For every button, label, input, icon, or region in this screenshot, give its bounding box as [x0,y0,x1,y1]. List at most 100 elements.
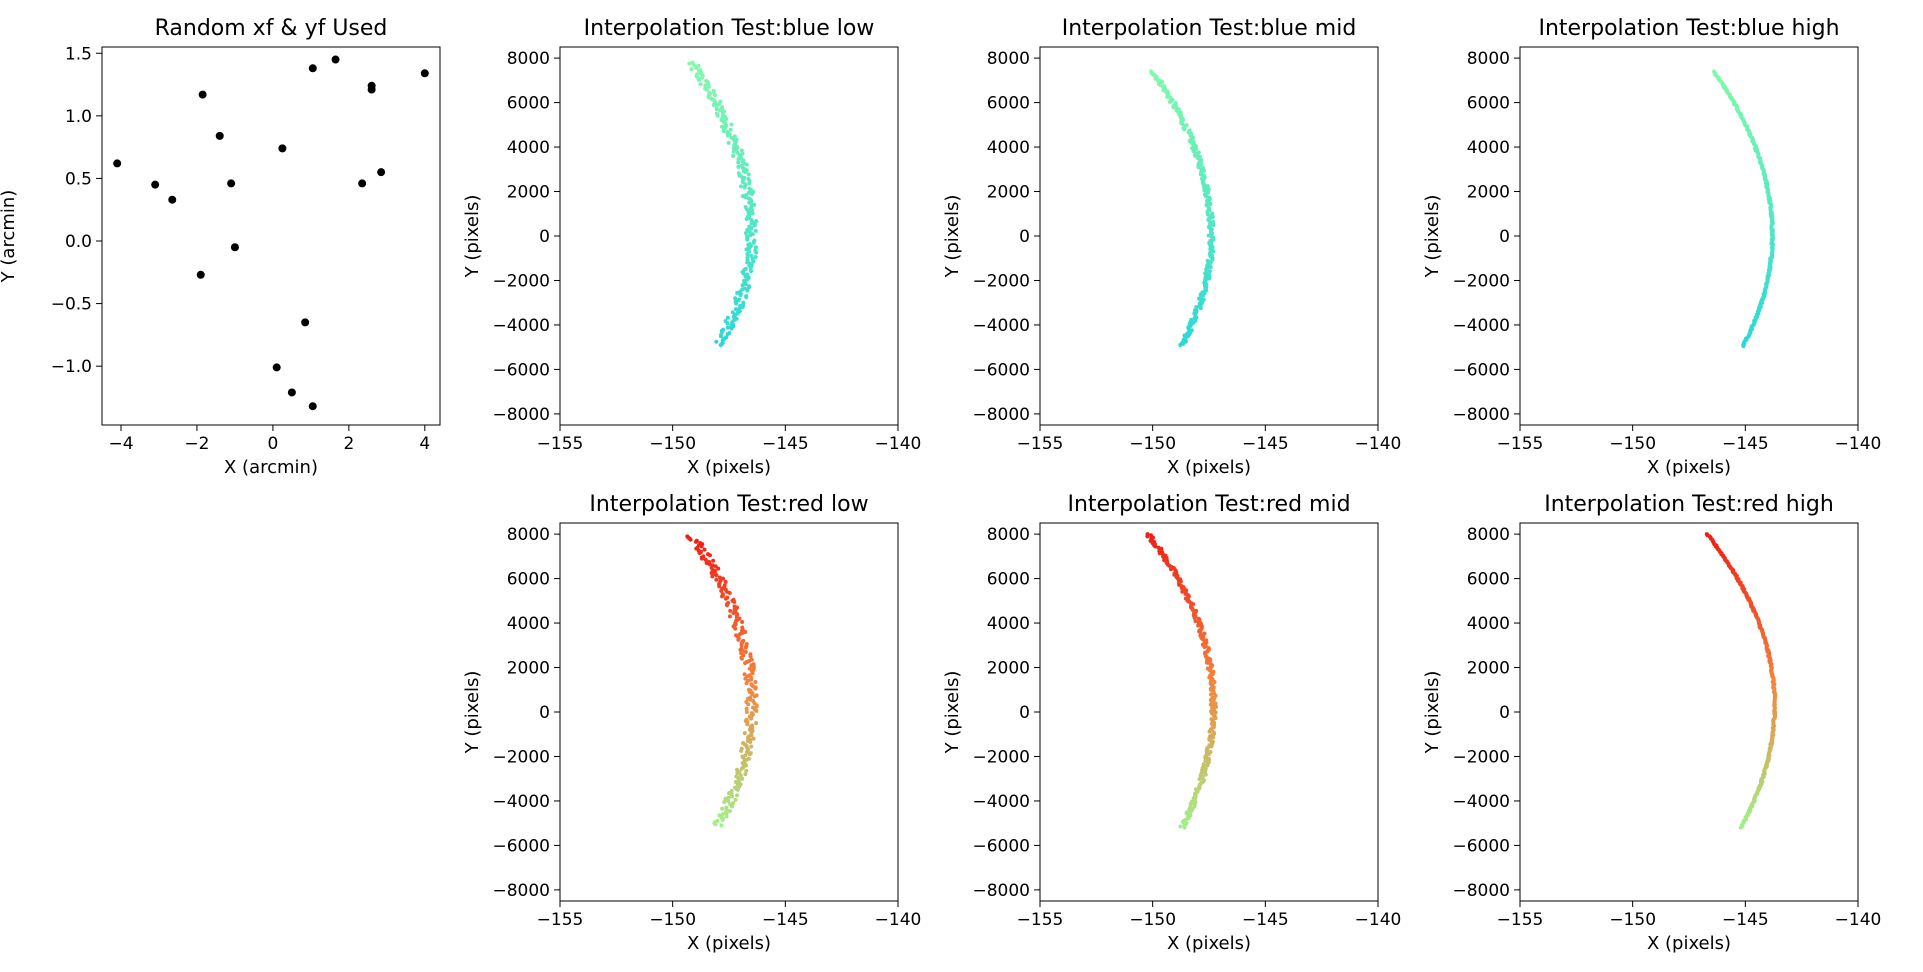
plot-frame [101,46,441,426]
y-tick-label: 6000 [507,570,550,590]
y-tick-label: 0 [1499,703,1510,723]
y-tick-label: 8000 [507,49,550,69]
data-point [750,671,755,676]
data-point [272,363,281,372]
data-point [733,626,738,631]
y-tick-label: 2000 [1467,183,1510,203]
data-point [720,812,725,817]
data-point [1205,763,1210,768]
plot-frame [1039,522,1379,902]
data-point [693,539,698,544]
data-point [723,579,728,584]
data-point [308,402,317,411]
chart-panel-4: −155 −150 −145 −140 −8000 −6000 −4000 −2000 0 200… [462,492,921,954]
data-point [1160,79,1165,84]
data-point [1192,153,1197,158]
data-point [287,388,296,397]
y-tick-label: 6000 [1467,94,1510,114]
y-tick-label: −4000 [972,792,1030,812]
y-tick-label: 4000 [987,614,1030,634]
data-point [727,614,732,619]
y-axis-label: Y (pixels) [942,195,963,279]
data-point [1213,716,1218,721]
data-point [748,265,753,270]
data-point [1207,269,1212,274]
y-tick-label: −2000 [972,271,1030,291]
data-point [743,170,748,175]
data-point [1158,83,1163,88]
x-tick-label: −150 [1609,434,1656,454]
y-tick-label: 8000 [507,525,550,545]
data-point [714,577,719,582]
data-point [1182,127,1187,132]
data-point [719,588,724,593]
data-point [420,69,429,78]
data-point [744,681,749,686]
data-point [1196,623,1201,628]
data-point [725,325,730,330]
chart-title: Interpolation Test:blue mid [1062,16,1357,41]
y-axis-label: Y (pixels) [1422,195,1443,279]
data-point [707,562,712,567]
x-tick-label: −155 [1017,910,1064,930]
data-point [714,573,719,578]
chart-panel-6: −155 −150 −145 −140 −8000 −6000 −4000 −2000 0 200… [1422,492,1881,954]
data-point [714,339,719,344]
data-point [734,301,739,306]
data-point [754,708,759,713]
y-tick-label: −4000 [1452,792,1510,812]
data-point [718,108,723,113]
x-tick-label: −145 [1722,910,1769,930]
y-tick-label: −4000 [1452,316,1510,336]
data-point [1208,265,1213,270]
data-point [746,172,751,177]
x-axis-label: X (pixels) [1167,457,1251,478]
data-point [1202,645,1207,650]
data-point [710,574,715,579]
data-point [721,128,726,133]
data-point [1157,551,1162,556]
data-point [740,619,745,624]
y-tick-label: 0 [1499,227,1510,247]
data-point [1207,729,1212,734]
data-point [198,90,207,99]
x-tick-label: −150 [649,910,696,930]
data-point [1193,619,1198,624]
y-tick-label: −0.5 [51,295,92,315]
y-tick-label: −6000 [972,360,1030,380]
y-axis-label: Y (arcmin) [0,190,19,284]
data-point [748,740,753,745]
data-point [743,645,748,650]
data-point [717,584,722,589]
y-tick-label: 4000 [1467,614,1510,634]
y-tick-label: 4000 [987,138,1030,158]
data-point [1197,777,1202,782]
data-point [699,556,704,561]
data-point [743,231,748,236]
data-point [725,603,730,608]
y-tick-label: 2000 [1467,659,1510,679]
data-point [724,811,729,816]
data-point [377,168,386,177]
data-point [742,731,747,736]
data-point [721,576,726,581]
data-point [736,637,741,642]
data-point [698,82,703,87]
y-tick-label: −4000 [492,792,550,812]
x-tick-label: −2 [184,434,209,454]
data-point [744,207,749,212]
data-point [743,629,748,634]
data-point [753,686,758,691]
data-point [1161,554,1166,559]
y-tick-label: 6000 [1467,570,1510,590]
data-point [696,77,701,82]
y-tick-label: −4000 [972,316,1030,336]
x-tick-label: −140 [1835,434,1882,454]
data-point [718,342,723,347]
y-tick-label: 4000 [507,138,550,158]
data-point [744,295,749,300]
data-point [731,153,736,158]
plot-frame [1519,46,1859,426]
data-point [744,706,749,711]
